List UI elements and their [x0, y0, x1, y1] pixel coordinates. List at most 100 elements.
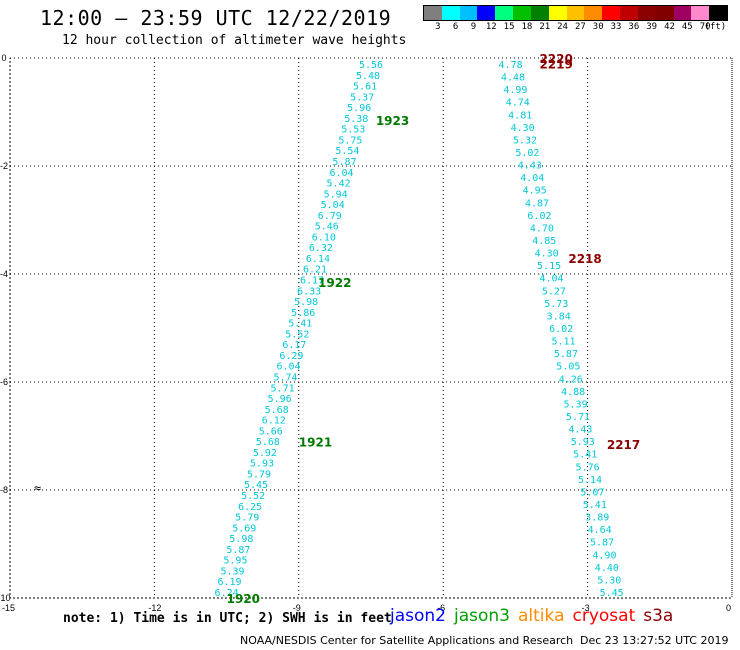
wave-height-value: 6.17 — [300, 276, 324, 287]
wave-height-value: 6.10 — [312, 232, 336, 243]
y-tick-label: -10 — [0, 593, 11, 603]
wave-height-value: 5.41 — [288, 319, 312, 330]
wave-height-value: 5.41 — [573, 450, 597, 461]
wave-height-value: 6.19 — [218, 577, 242, 588]
wave-height-value: 4.30 — [535, 249, 559, 260]
wave-height-value: 5.79 — [247, 469, 271, 480]
satellite-altika: altika — [518, 606, 565, 626]
track-cryosat: 4.784.484.994.744.814.305.325.024.434.04… — [499, 60, 624, 599]
wave-height-value: 5.02 — [515, 148, 539, 159]
wave-height-value: 6.02 — [527, 211, 551, 222]
wave-height-value: 5.05 — [556, 362, 580, 373]
generation-timestamp: Dec 23 13:27:52 UTC 2019 — [580, 634, 729, 647]
wave-height-value: 5.52 — [241, 491, 265, 502]
wave-height-value: 5.45 — [244, 480, 268, 491]
wave-height-value: 4.48 — [501, 73, 525, 84]
wave-height-value: 6.14 — [306, 254, 330, 265]
wave-height-value: 4.74 — [506, 98, 530, 109]
page-title: 12:00 — 23:59 UTC 12/22/2019 — [40, 6, 392, 30]
legend-label: 15 — [503, 22, 515, 32]
wave-height-value: 4.30 — [511, 123, 535, 134]
wave-height-value: 5.94 — [324, 189, 348, 200]
wave-height-value: 5.48 — [356, 71, 380, 82]
legend-label: 36 — [628, 22, 640, 32]
wave-height-value: 5.79 — [235, 513, 259, 524]
wave-height-value: 4.99 — [503, 85, 527, 96]
wave-height-value: 6.04 — [276, 362, 300, 373]
pass-time-label: 2218 — [568, 252, 601, 266]
wave-height-value: 5.32 — [513, 135, 537, 146]
footer-note: note: 1) Time is in UTC; 2) SWH is in fe… — [63, 611, 392, 626]
satellite-legend: jason2 jason3 altika cryosat s3a — [390, 606, 681, 626]
wave-height-value: 4.04 — [539, 274, 563, 285]
wave-height-value: 5.15 — [537, 261, 561, 272]
map-frame — [9, 57, 733, 599]
legend-swatch — [530, 6, 549, 20]
legend-label: 18 — [521, 22, 533, 32]
legend-label: 30 — [592, 22, 604, 32]
legend-label: 9 — [470, 22, 477, 32]
wave-height-value: 4.43 — [518, 161, 542, 172]
wave-height-value: 5.68 — [256, 437, 280, 448]
pass-time-label: 1922 — [318, 276, 351, 290]
wave-height-value: 5.69 — [232, 523, 256, 534]
legend-label: 33 — [610, 22, 622, 32]
pass-time-label: 1920 — [227, 592, 260, 606]
wave-height-value: 5.54 — [335, 146, 359, 157]
satellite-cryosat: cryosat — [572, 606, 636, 626]
wave-height-value: 5.39 — [220, 566, 244, 577]
x-tick-label: -9 — [293, 603, 301, 613]
wave-height-value: 5.93 — [571, 437, 595, 448]
color-scale-legend — [423, 5, 728, 21]
wave-height-value: 5.98 — [229, 534, 253, 545]
wave-height-value: 6.17 — [282, 340, 306, 351]
wave-height-value: 6.21 — [303, 265, 327, 276]
wave-height-value: 5.41 — [583, 500, 607, 511]
pass-time-label: 1921 — [299, 435, 332, 449]
wave-height-value: 5.87 — [332, 157, 356, 168]
y-tick-label: 0 — [1, 53, 6, 63]
legend-label: 42 — [664, 22, 675, 32]
wave-height-value: 5.75 — [338, 135, 362, 146]
wave-height-value: 4.70 — [530, 223, 554, 234]
legend-swatch — [459, 6, 478, 20]
legend-swatch — [495, 6, 514, 20]
legend-swatch — [513, 6, 531, 20]
x-tick-label: -15 — [2, 603, 15, 613]
wave-height-value: 5.39 — [564, 399, 588, 410]
legend-label: 21 — [539, 22, 551, 32]
satellite-jason2: jason2 — [390, 606, 446, 626]
y-tick-label: -8 — [0, 485, 8, 495]
legend-label: 39 — [646, 22, 658, 32]
wave-height-value: 4.81 — [508, 110, 532, 121]
wave-height-value: 5.87 — [226, 545, 250, 556]
wave-height-value: 4.90 — [592, 550, 616, 561]
satellite-jason3: jason3 — [454, 606, 510, 626]
wave-height-value: 5.53 — [341, 125, 365, 136]
legend-swatch — [477, 6, 496, 20]
wave-height-value: 5.07 — [580, 487, 604, 498]
legend-swatch — [673, 6, 692, 20]
x-tick-label: -12 — [148, 603, 161, 613]
legend-label: 6 — [452, 22, 459, 32]
wave-height-value: 4.95 — [523, 186, 547, 197]
color-scale-labels: 3 6 9 12 15 18 21 24 27 30 33 36 39 42 45 70 (ft) — [423, 22, 726, 36]
wave-height-value: 5.68 — [265, 405, 289, 416]
x-tick-label: -3 — [582, 603, 590, 613]
wave-height-value: 3.84 — [547, 311, 571, 322]
legend-swatch — [441, 6, 460, 20]
legend-swatch — [602, 6, 621, 20]
wave-height-value: 6.02 — [549, 324, 573, 335]
legend-label: 12 — [485, 22, 497, 32]
page-subtitle: 12 hour collection of altimeter wave hei… — [62, 33, 407, 48]
x-tick-label: -6 — [437, 603, 445, 613]
wave-height-value: 5.98 — [294, 297, 318, 308]
map-grid — [9, 57, 733, 599]
legend-swatch — [566, 6, 585, 20]
x-tick-label: 0 — [726, 603, 731, 613]
y-tick-label: -2 — [0, 161, 8, 171]
wave-height-value: 5.92 — [253, 448, 277, 459]
wave-height-value: 5.71 — [566, 412, 590, 423]
wave-height-value: 5.45 — [600, 588, 624, 599]
